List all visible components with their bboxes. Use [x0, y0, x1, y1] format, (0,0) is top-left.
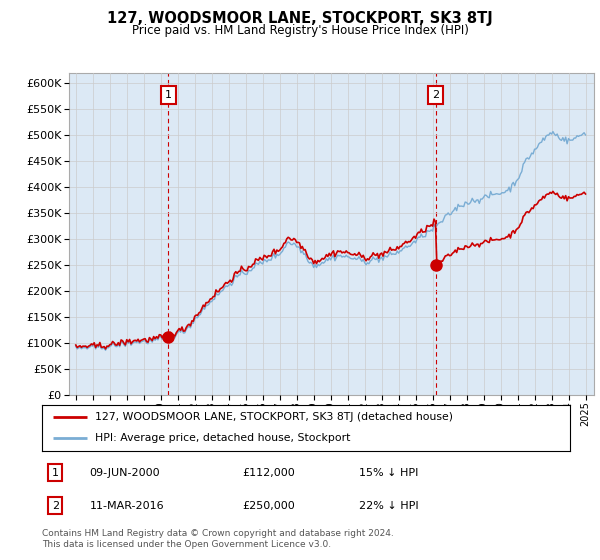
Text: 2: 2: [52, 501, 59, 511]
Text: £112,000: £112,000: [242, 468, 295, 478]
Text: Contains HM Land Registry data © Crown copyright and database right 2024.
This d: Contains HM Land Registry data © Crown c…: [42, 529, 394, 549]
Text: £250,000: £250,000: [242, 501, 295, 511]
Text: 2: 2: [432, 90, 439, 100]
Text: 127, WOODSMOOR LANE, STOCKPORT, SK3 8TJ (detached house): 127, WOODSMOOR LANE, STOCKPORT, SK3 8TJ …: [95, 412, 453, 422]
Text: 15% ↓ HPI: 15% ↓ HPI: [359, 468, 418, 478]
Text: HPI: Average price, detached house, Stockport: HPI: Average price, detached house, Stoc…: [95, 433, 350, 444]
Text: 1: 1: [165, 90, 172, 100]
Text: 1: 1: [52, 468, 59, 478]
Text: Price paid vs. HM Land Registry's House Price Index (HPI): Price paid vs. HM Land Registry's House …: [131, 24, 469, 36]
Text: 09-JUN-2000: 09-JUN-2000: [89, 468, 160, 478]
Text: 11-MAR-2016: 11-MAR-2016: [89, 501, 164, 511]
Text: 127, WOODSMOOR LANE, STOCKPORT, SK3 8TJ: 127, WOODSMOOR LANE, STOCKPORT, SK3 8TJ: [107, 11, 493, 26]
Text: 22% ↓ HPI: 22% ↓ HPI: [359, 501, 418, 511]
